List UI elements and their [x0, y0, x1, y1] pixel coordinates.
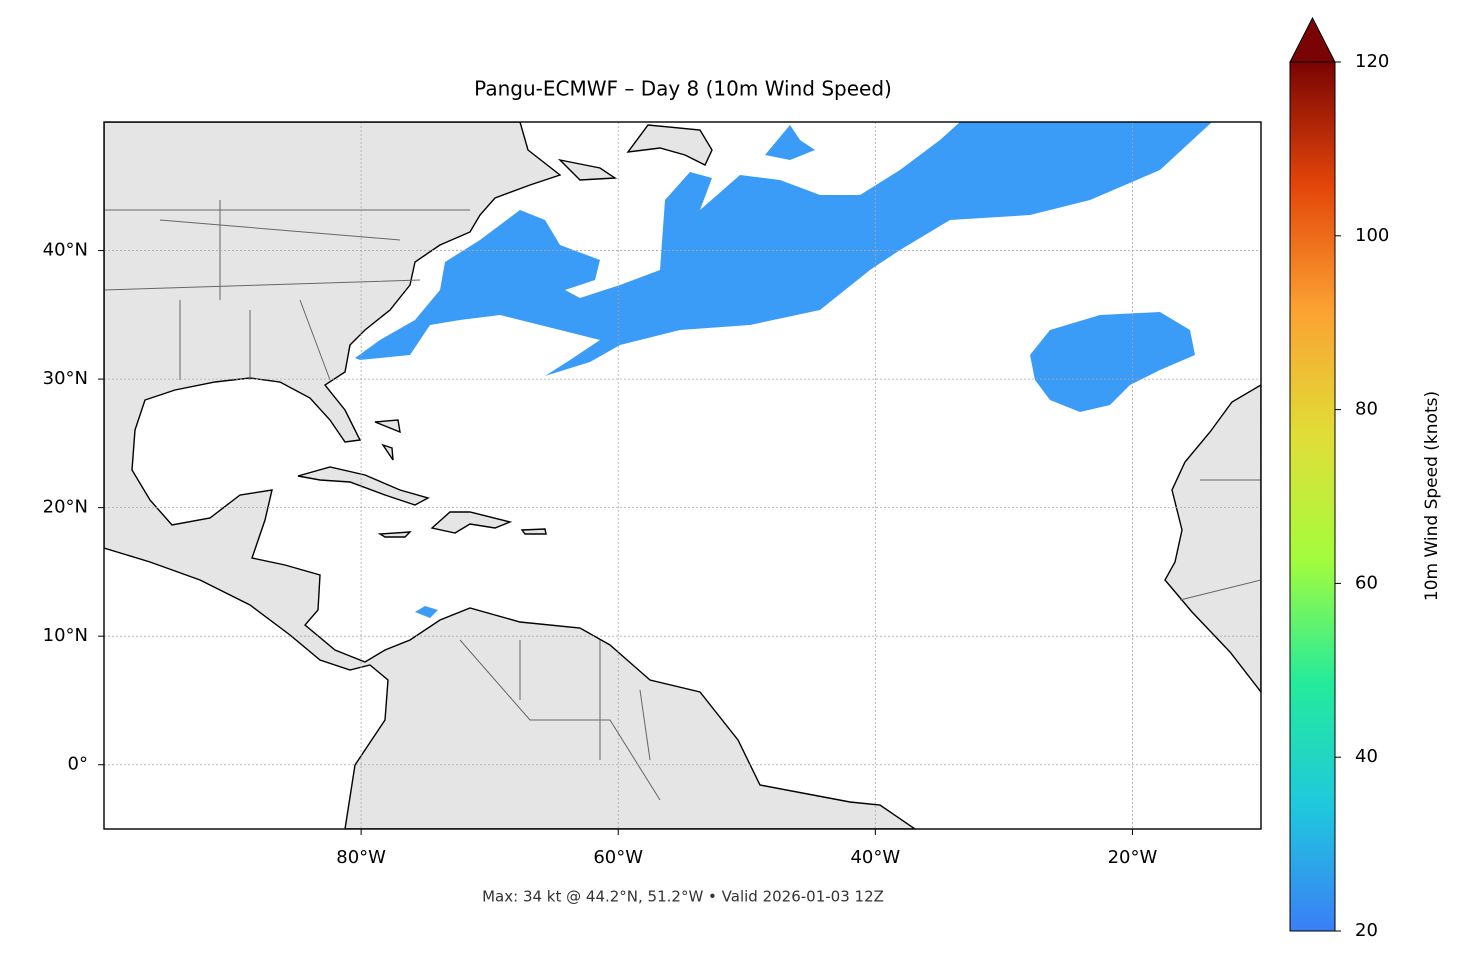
wind-field [1030, 312, 1195, 412]
land [104, 122, 917, 829]
wind-field [355, 122, 1212, 376]
chart-title: Pangu-ECMWF – Day 8 (10m Wind Speed) [474, 77, 892, 101]
annotation: Max: 34 kt @ 44.2°N, 51.2°W • Valid 2026… [482, 888, 884, 906]
colorbar-tick-label: 120 [1355, 51, 1389, 72]
x-tick-label: 40°W [850, 847, 900, 868]
colorbar [1289, 61, 1336, 932]
x-tick-label: 60°W [593, 847, 643, 868]
wind-field [765, 125, 815, 160]
y-tick-label: 40°N [43, 240, 88, 261]
land [520, 528, 547, 535]
map-area [104, 122, 1261, 829]
map-frame [103, 121, 1262, 830]
y-tick-label: 30°N [43, 368, 88, 389]
colorbar-label: 10m Wind Speed (knots) [1422, 391, 1442, 601]
land [557, 158, 618, 181]
colorbar-tick-label: 60 [1355, 572, 1378, 593]
land [626, 124, 713, 166]
colorbar-tick-label: 40 [1355, 746, 1378, 767]
land [374, 419, 401, 461]
land [377, 531, 412, 538]
land [1164, 384, 1261, 694]
colorbar-tick-label: 80 [1355, 399, 1378, 420]
x-tick-label: 20°W [1108, 847, 1158, 868]
colorbar-extend [1289, 16, 1336, 63]
y-tick-label: 0° [68, 754, 88, 775]
colorbar-tick-label: 100 [1355, 225, 1389, 246]
land [297, 466, 430, 506]
border [104, 200, 1261, 801]
y-tick-label: 10°N [43, 625, 88, 646]
wind-field [415, 606, 438, 618]
land [430, 511, 513, 534]
y-tick-label: 20°N [43, 497, 88, 518]
x-tick-label: 80°W [336, 847, 386, 868]
colorbar-tick-label: 20 [1355, 920, 1378, 941]
